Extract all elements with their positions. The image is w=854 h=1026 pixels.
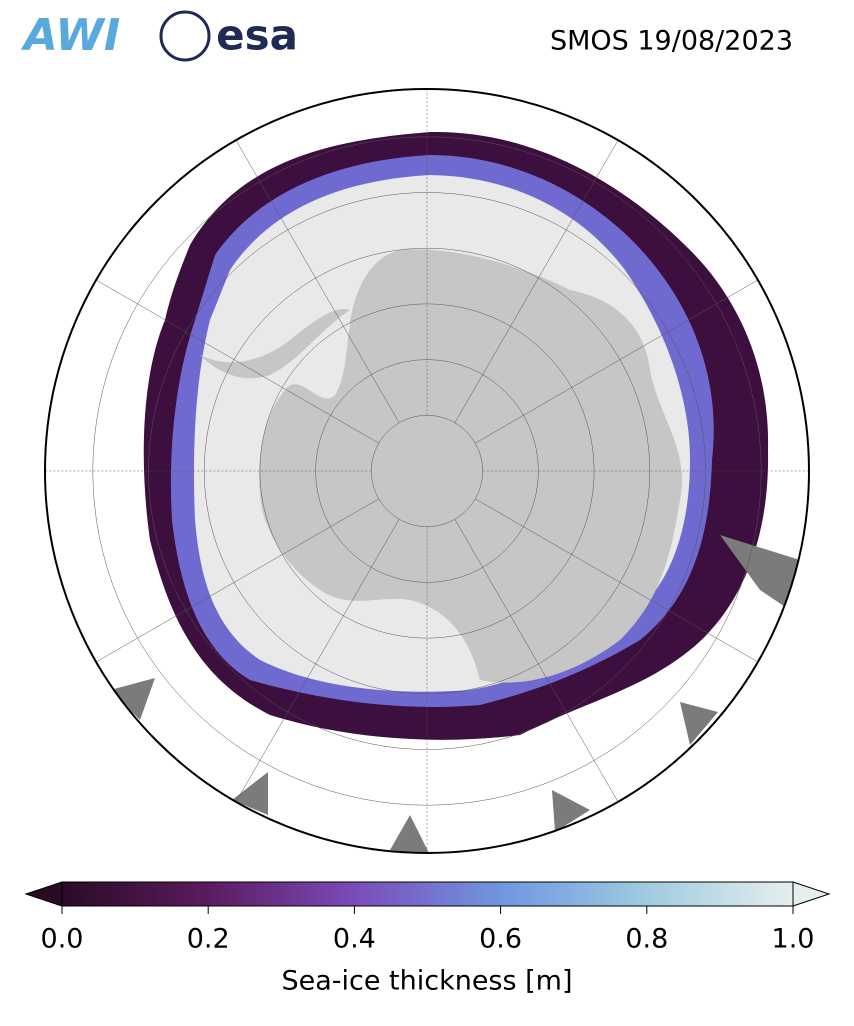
colorbar-tick-label: 0.4 <box>333 924 376 955</box>
colorbar-tick-label: 0.6 <box>479 924 522 955</box>
map-frame <box>44 88 810 854</box>
longitude-line <box>80 498 379 672</box>
latitude-line <box>203 247 651 695</box>
longitude-line <box>475 498 774 672</box>
longitude-line <box>80 270 379 444</box>
longitude-line <box>454 519 628 818</box>
colorbar-tick-label: 0.0 <box>41 924 84 955</box>
longitude-line <box>226 124 400 423</box>
colorbar-extend-high <box>792 881 831 907</box>
latitude-line <box>92 136 762 806</box>
map-title: SMOS 19/08/2023 <box>550 26 793 57</box>
esa-logo: esa <box>216 11 298 60</box>
esa-emblem <box>159 10 211 62</box>
colorbar-label: Sea-ice thickness [m] <box>281 966 572 997</box>
colorbar-tick-label: 1.0 <box>772 924 815 955</box>
latitude-line <box>315 359 539 583</box>
map <box>45 89 809 853</box>
longitude-line <box>475 270 774 444</box>
colorbar-ramp <box>62 882 793 906</box>
longitude-line <box>454 124 628 423</box>
colorbar-tick-label: 0.8 <box>625 924 668 955</box>
colorbar-extend-low <box>24 881 63 907</box>
colorbar <box>24 881 831 914</box>
longitude-line <box>226 519 400 818</box>
awi-logo: AWI <box>21 10 121 61</box>
graticule <box>45 89 809 853</box>
colorbar-tick-label: 0.2 <box>187 924 230 955</box>
latitude-line <box>148 192 706 750</box>
colorbar-frame <box>61 881 794 907</box>
latitude-line <box>259 303 595 639</box>
antarctica <box>200 249 683 683</box>
